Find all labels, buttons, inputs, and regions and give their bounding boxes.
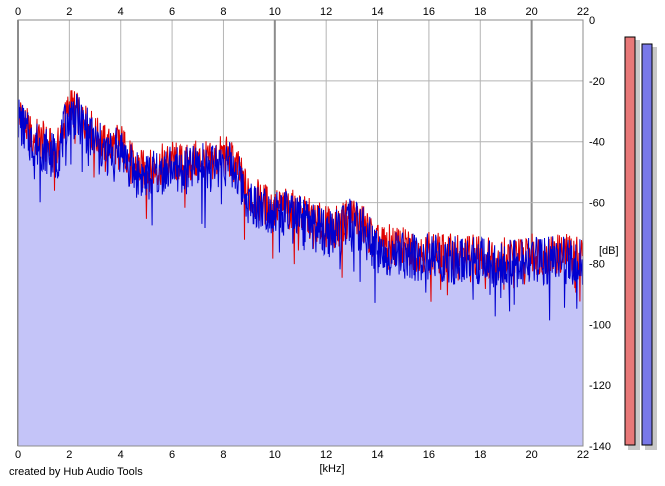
- x-tick-label-top: 6: [169, 6, 175, 18]
- x-tick-label-bottom: 22: [577, 449, 589, 461]
- y-tick-label: 0: [589, 15, 595, 27]
- x-tick-label-bottom: 18: [474, 449, 486, 461]
- x-tick-label-bottom: 10: [269, 449, 281, 461]
- right-level-meter: [641, 43, 653, 446]
- x-tick-label-bottom: 20: [526, 449, 538, 461]
- x-tick-label-bottom: 6: [169, 449, 175, 461]
- credit-text: created by Hub Audio Tools: [9, 466, 143, 478]
- x-ticks-top: 0 2 4 6 8 10 12 14 16 18 20 22: [15, 6, 589, 18]
- x-tick-label-top: 18: [474, 6, 486, 18]
- y-ticks: 0 -20 -40 -60 -80 -100 -120 -140: [589, 15, 611, 453]
- x-tick-label-top: 16: [423, 6, 435, 18]
- left-level-meter: [624, 36, 636, 446]
- x-tick-label-bottom: 0: [15, 449, 21, 461]
- x-tick-label-top: 20: [526, 6, 538, 18]
- right-channel-line: [17, 93, 584, 321]
- y-tick-label: -60: [589, 198, 605, 210]
- y-tick-label: -100: [589, 319, 611, 331]
- y-tick-label: -120: [589, 380, 611, 392]
- y-tick-label: -80: [589, 258, 605, 270]
- x-tick-label-top: 14: [371, 6, 383, 18]
- x-tick-label-top: 4: [118, 6, 124, 18]
- level-meters: [624, 36, 657, 450]
- x-ticks-bottom: 0 2 4 6 8 10 12 14 16 18 20 22: [15, 449, 589, 461]
- x-tick-label-top: 8: [220, 6, 226, 18]
- x-tick-label-bottom: 12: [320, 449, 332, 461]
- x-tick-label-bottom: 2: [66, 449, 72, 461]
- x-tick-label-top: 12: [320, 6, 332, 18]
- y-tick-label: -20: [589, 76, 605, 88]
- x-tick-label-bottom: 14: [371, 449, 383, 461]
- x-tick-label-bottom: 4: [118, 449, 124, 461]
- y-axis-label: [dB]: [599, 245, 619, 257]
- y-tick-label: -40: [589, 137, 605, 149]
- plot-frame: [17, 19, 584, 447]
- x-axis-label: [kHz]: [319, 463, 344, 475]
- x-tick-label-top: 10: [269, 6, 281, 18]
- y-tick-label: -140: [589, 441, 611, 453]
- x-tick-label-top: 22: [577, 6, 589, 18]
- x-tick-label-top: 2: [66, 6, 72, 18]
- x-tick-label-bottom: 8: [220, 449, 226, 461]
- x-tick-label-top: 0: [15, 6, 21, 18]
- x-tick-label-bottom: 16: [423, 449, 435, 461]
